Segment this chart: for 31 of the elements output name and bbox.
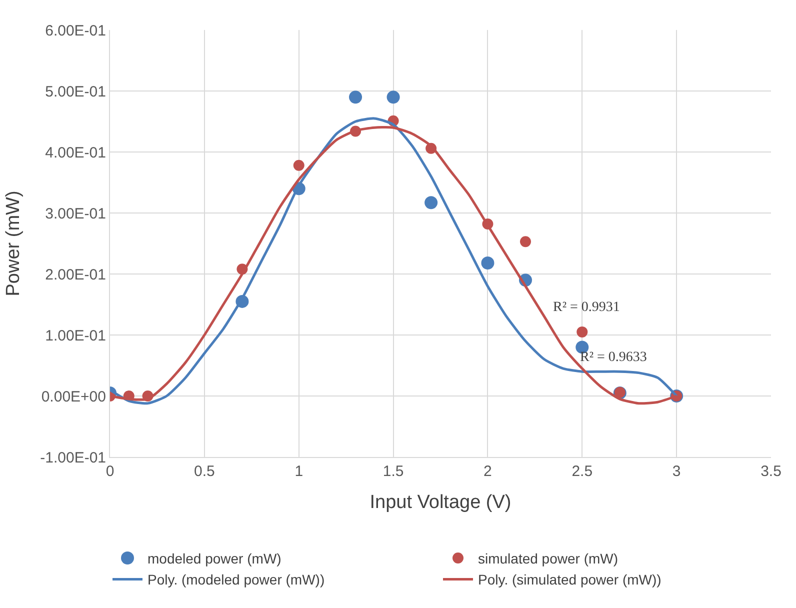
y-tick-label: 5.00E-01	[45, 83, 106, 100]
x-tick-label: 3.5	[760, 463, 782, 480]
point	[293, 160, 304, 171]
x-tick-label: 2.5	[572, 463, 593, 480]
annotation: R² = 0.9633	[580, 350, 647, 365]
legend-label: modeled power (mW)	[148, 550, 282, 566]
legend-label: simulated power (mW)	[478, 550, 618, 566]
legend-label: Poly. (modeled power (mW))	[148, 572, 325, 588]
legend-label: Poly. (simulated power (mW))	[478, 572, 662, 588]
point	[349, 90, 362, 104]
y-axis-title: Power (mW)	[2, 190, 24, 296]
point	[424, 196, 438, 210]
annotation: R² = 0.9931	[553, 300, 620, 315]
y-tick-label: 6.00E-01	[45, 22, 106, 40]
y-tick-label: 1.00E-01	[45, 327, 106, 344]
x-axis-title: Input Voltage (V)	[370, 492, 512, 513]
y-tick-label: 4.00E-01	[45, 144, 106, 162]
y-tick-label: -1.00E-01	[40, 449, 106, 466]
x-tick-label: 0.5	[194, 463, 215, 480]
point	[481, 256, 494, 270]
point	[576, 326, 588, 338]
y-tick-label: 3.00E-01	[45, 205, 106, 222]
point	[520, 236, 531, 248]
x-tick-label: 2	[484, 463, 492, 480]
x-tick-label: 1.5	[382, 463, 404, 480]
y-tick-label: 0.00E+00	[41, 388, 106, 406]
x-tick-label: 0	[106, 463, 114, 480]
x-tick-label: 3	[672, 463, 681, 480]
point	[386, 90, 400, 104]
y-tick-label: 2.00E-01	[45, 266, 106, 284]
x-tick-label: 1	[294, 463, 304, 480]
